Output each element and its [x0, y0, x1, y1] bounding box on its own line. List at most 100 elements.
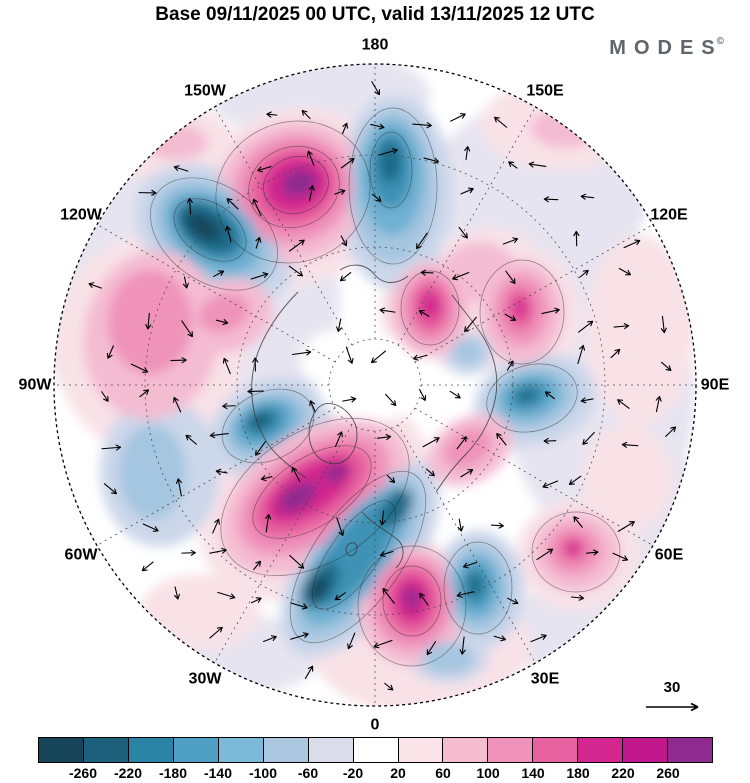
colorbar-tick-label: -180: [158, 765, 188, 781]
wind-arrow: [170, 357, 187, 364]
wind-arrow: [186, 197, 193, 215]
wind-arrow: [289, 554, 305, 569]
wind-arrow: [508, 161, 518, 169]
wind-arrow: [456, 591, 475, 598]
wind-arrow: [490, 522, 504, 529]
wind-arrow: [382, 588, 395, 604]
colorbar-cell: [668, 738, 713, 762]
wind-arrow: [422, 437, 440, 448]
wind-arrow: [450, 113, 466, 122]
wind-arrow: [570, 594, 585, 601]
wind-arrow: [464, 146, 471, 160]
wind-arrow: [222, 403, 236, 410]
wind-arrow: [334, 592, 346, 601]
colorbar-tick-label: -140: [203, 765, 233, 781]
wind-arrow: [617, 399, 630, 409]
wind-arrow: [247, 388, 264, 395]
wind-arrow: [617, 521, 635, 532]
wind-arrow: [542, 480, 559, 489]
wind-arrow: [379, 510, 386, 526]
wind-arrow: [586, 549, 599, 556]
wind-arrow: [334, 431, 343, 448]
wind-arrow: [209, 626, 223, 639]
wind-arrow: [418, 388, 427, 401]
wind-arrow: [582, 431, 595, 445]
wind-arrow: [307, 150, 315, 166]
colorbar-tick-label: -60: [297, 765, 319, 781]
wind-arrow: [173, 586, 180, 600]
wind-arrow: [260, 475, 273, 482]
wind-arrow: [544, 391, 555, 400]
wind-arrow: [290, 632, 309, 640]
wind-arrow: [342, 396, 357, 403]
wind-arrow: [226, 198, 239, 210]
meridian-line: [414, 407, 653, 546]
meridian-line: [397, 107, 536, 346]
wind-arrow: [460, 187, 474, 195]
wind-arrow: [139, 389, 150, 398]
wind-arrow: [217, 591, 236, 600]
lon-label-180: 180: [362, 37, 389, 54]
longitude-labels: 180 150E 120E 90E 60E 30E 0 30W 60W 90W …: [19, 37, 730, 734]
lon-label-30w: 30W: [189, 671, 223, 688]
wind-arrow: [449, 390, 461, 399]
colorbar-cell: [308, 738, 354, 762]
wind-arrow: [175, 478, 182, 497]
colorbar-cell: [128, 738, 174, 762]
wind-arrow: [494, 116, 508, 128]
colorbar: [38, 737, 713, 763]
wind-arrow: [336, 318, 343, 333]
wind-arrow: [493, 635, 507, 642]
wind-arrow: [504, 313, 517, 321]
meridian-line: [414, 224, 653, 363]
wind-arrow: [457, 518, 464, 532]
wind-arrow: [255, 441, 266, 456]
map-boundary-circle: [53, 63, 697, 707]
colorbar-tick-label: -220: [113, 765, 143, 781]
wind-arrow: [623, 239, 641, 249]
wind-arrow: [301, 109, 311, 120]
wind-arrow: [185, 434, 197, 445]
wind-arrow: [536, 548, 554, 561]
lon-label-90w: 90W: [19, 377, 53, 394]
wind-arrow: [418, 310, 430, 317]
wind-arrow: [308, 185, 315, 202]
wind-arrow: [209, 547, 227, 554]
meridian-line: [214, 107, 353, 346]
colorbar-cell: [623, 738, 669, 762]
wind-arrow: [181, 549, 196, 556]
wind-arrow: [291, 466, 301, 482]
wind-arrow: [618, 267, 632, 276]
modes-logo-copyright: ©: [716, 36, 724, 47]
wind-arrow: [225, 225, 232, 243]
wind-arrow: [665, 426, 677, 437]
colorbar-cell: [218, 738, 264, 762]
wind-arrow: [138, 189, 157, 196]
wind-arrow: [610, 348, 621, 359]
wind-arrow: [530, 634, 547, 643]
contour-lines: [150, 107, 621, 667]
page-title: Base 09/11/2025 00 UTC, valid 13/11/2025…: [155, 4, 595, 25]
wind-arrow: [106, 345, 114, 359]
colorbar-tick-label: -20: [342, 765, 364, 781]
colorbar-cell: [533, 738, 579, 762]
wind-arrow: [101, 391, 109, 402]
wind-arrow: [182, 276, 189, 289]
wind-arrow: [371, 350, 386, 364]
wind-arrow: [528, 161, 547, 168]
wind-arrow: [460, 469, 474, 478]
wind-arrow: [612, 552, 629, 562]
wind-arrow: [347, 632, 356, 650]
wind-arrow: [580, 397, 594, 404]
meridian-line: [97, 407, 336, 546]
wind-arrow: [502, 237, 519, 245]
wind-arrow: [416, 232, 428, 250]
wind-arrow: [289, 239, 305, 252]
coastlines: [251, 264, 498, 569]
wind-arrow: [373, 639, 393, 649]
wind-arrow: [334, 188, 346, 195]
lon-label-150w: 150W: [184, 83, 227, 100]
meridian-line: [214, 424, 353, 663]
wind-arrow: [621, 441, 639, 448]
